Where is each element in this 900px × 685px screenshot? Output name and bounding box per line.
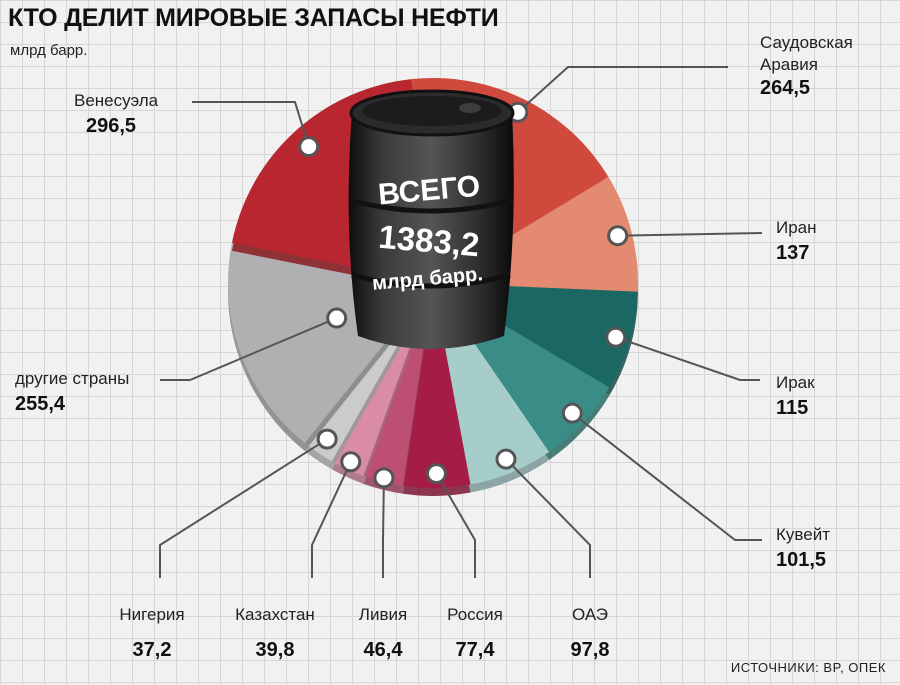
slice-name-ирак: Ирак [776,373,815,392]
barrel-total-value: 1383,2 [377,218,481,264]
slice-name-другие-страны: другие страны [15,369,129,388]
oil-barrel-icon: ВСЕГО 1383,2 млрд барр. [348,89,515,349]
slice-name-россия: Россия [447,605,503,624]
leader-line-казахстан [311,461,352,578]
slice-name-нигерия: Нигерия [119,605,184,624]
leader-line-ирак [615,336,760,381]
slice-value-венесуэла: 296,5 [86,115,136,137]
leader-dot-венесуэла [298,136,320,158]
pie-slice-россия [402,283,471,488]
slice-value-нигерия: 37,2 [133,639,172,661]
slice-value-иран: 137 [776,242,809,264]
slice-name-иран: Иран [776,218,817,237]
slice-value-саудовская-аравия: 264,5 [760,77,810,99]
chart-title: КТО ДЕЛИТ МИРОВЫЕ ЗАПАСЫ НЕФТИ [8,4,499,32]
slice-name-казахстан: Казахстан [235,605,315,624]
slice-value-оаэ: 97,8 [571,639,610,661]
leader-dot-ливия [373,467,395,489]
slice-name-ливия: Ливия [359,605,407,624]
leader-dot-оаэ [495,448,517,470]
leader-line-ливия [382,477,385,578]
slice-value-кувейт: 101,5 [776,549,826,571]
leader-line-кувейт [571,412,762,541]
slice-name-кувейт: Кувейт [776,525,830,544]
leader-line-нигерия [159,438,328,578]
slice-value-россия: 77,4 [456,639,496,661]
slice-value-ирак: 115 [776,397,808,419]
slice-labels: Саудовская Аравия 264,5 Иран 137 Ирак 115 Кувей… [15,33,853,661]
slice-name-оаэ: ОАЭ [572,605,608,624]
leader-line-другие-страны [160,317,338,381]
leader-line-оаэ [505,458,591,578]
leader-dot-нигерия [316,428,338,450]
leader-dot-казахстан [340,451,362,473]
sources-note: ИСТОЧНИКИ: BP, ОПЕК [730,660,886,675]
leader-line-россия [435,473,476,578]
leader-dot-другие-страны [326,307,348,329]
leader-line-венесуэла [192,101,310,147]
slice-name-саудовская-аравия: Саудовская Аравия [760,33,853,74]
leader-dot-ирак [605,326,627,348]
leader-dot-иран [607,225,629,247]
slice-value-другие-страны: 255,4 [15,393,66,415]
leader-dot-кувейт [561,402,583,424]
leader-line-иран [617,232,763,237]
leader-dot-россия [425,463,447,485]
leader-line-саудовская-аравия [517,66,728,114]
slice-name-венесуэла: Венесуэла [74,91,159,110]
slice-value-ливия: 46,4 [364,639,404,661]
slice-value-казахстан: 39,8 [256,639,295,661]
leader-lines [159,66,763,578]
units-label: млрд барр. [10,42,88,59]
